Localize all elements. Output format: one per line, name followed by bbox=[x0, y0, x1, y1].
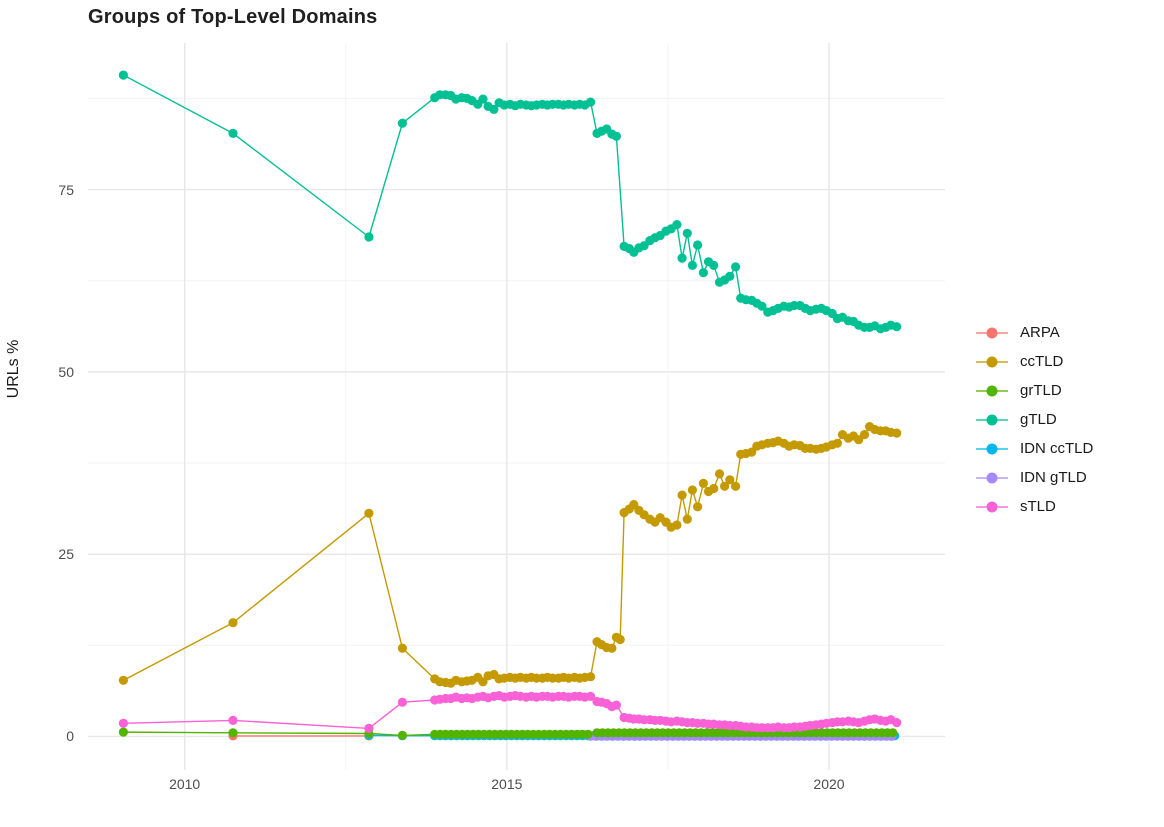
y-tick-label-75: 75 bbox=[58, 181, 74, 198]
legend-item-idn-cctld: IDN ccTLD bbox=[976, 434, 1093, 463]
legend-label: gTLD bbox=[1020, 411, 1057, 428]
legend-item-cctld: ccTLD bbox=[976, 347, 1093, 376]
y-tick-label-50: 50 bbox=[58, 363, 74, 380]
legend-item-stld: sTLD bbox=[976, 492, 1093, 521]
legend-item-idn-gtld: IDN gTLD bbox=[976, 463, 1093, 492]
legend-label: IDN gTLD bbox=[1020, 469, 1087, 486]
legend-key-icon bbox=[976, 413, 1008, 427]
legend-item-gtld: gTLD bbox=[976, 405, 1093, 434]
legend-key-icon bbox=[976, 326, 1008, 340]
legend-key-icon bbox=[976, 500, 1008, 514]
legend-item-arpa: ARPA bbox=[976, 318, 1093, 347]
legend-label: IDN ccTLD bbox=[1020, 440, 1094, 457]
legend-key-icon bbox=[976, 442, 1008, 456]
legend: ARPA ccTLD grTLD gTLD IDN ccTLD IDN gTLD… bbox=[976, 318, 1093, 521]
legend-key-icon bbox=[976, 355, 1008, 369]
legend-label: grTLD bbox=[1020, 382, 1062, 399]
x-tick-label-2020: 2020 bbox=[813, 776, 845, 792]
y-tick-label-0: 0 bbox=[66, 728, 74, 745]
legend-item-grtld: grTLD bbox=[976, 376, 1093, 405]
y-tick-label-25: 25 bbox=[58, 546, 74, 563]
legend-key-icon bbox=[976, 471, 1008, 485]
chart-title: Groups of Top-Level Domains bbox=[88, 6, 378, 28]
legend-label: ccTLD bbox=[1020, 353, 1064, 370]
x-tick-label-2010: 2010 bbox=[169, 776, 201, 792]
legend-label: sTLD bbox=[1020, 498, 1056, 515]
x-tick-label-2015: 2015 bbox=[491, 776, 523, 792]
legend-key-icon bbox=[976, 384, 1008, 398]
legend-label: ARPA bbox=[1020, 324, 1060, 341]
y-axis-title: URLs % bbox=[5, 339, 22, 399]
